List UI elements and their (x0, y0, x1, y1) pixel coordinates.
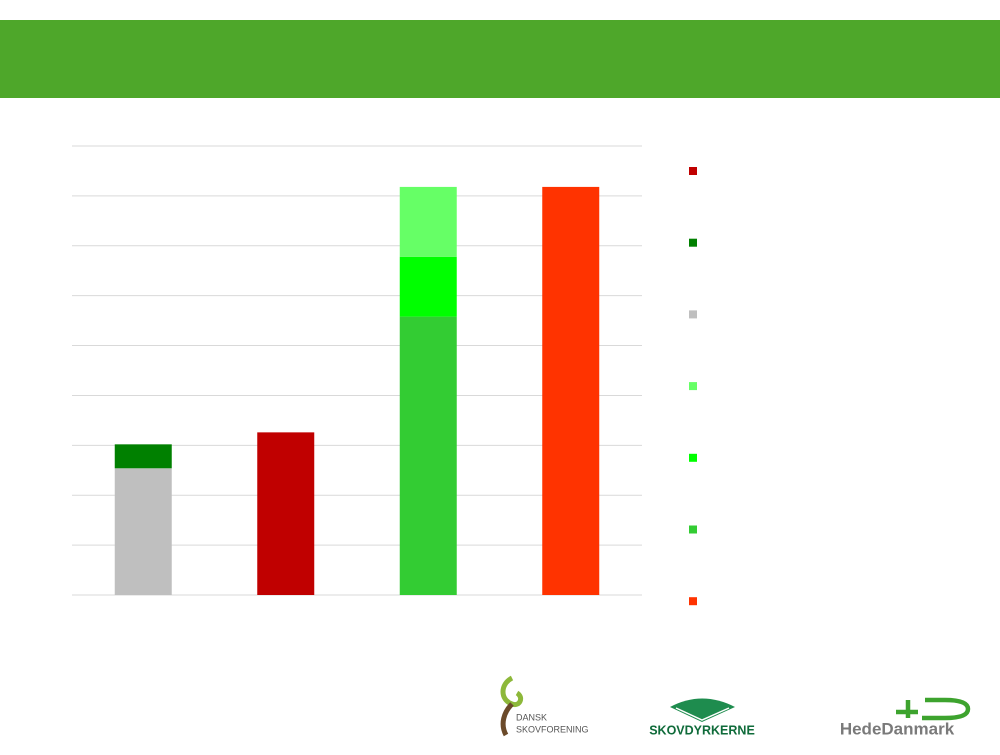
legend-swatch (689, 238, 697, 247)
bar-segment (542, 186, 600, 596)
bar-segment (399, 256, 457, 317)
bar-segment (257, 432, 315, 595)
legend-swatch (689, 310, 697, 319)
logo-text: DANSK (516, 712, 547, 722)
legend-swatch (689, 597, 697, 606)
bar-segment (114, 444, 172, 469)
logo-text: SKOVDYRKERNE (649, 723, 755, 737)
header-bar (0, 20, 1000, 98)
dansk-skovforening-logo: DANSK SKOVFORENING (500, 675, 589, 737)
bar-segment (399, 316, 457, 595)
hededanmark-logo: HedeDanmark (840, 697, 971, 738)
legend-swatch (689, 525, 697, 534)
bar-segment (399, 186, 457, 257)
logo-text: HedeDanmark (840, 719, 955, 738)
bar-segment (114, 468, 172, 595)
logo-text: SKOVFORENING (516, 724, 589, 734)
plot (72, 145, 697, 606)
legend-swatch (689, 382, 697, 391)
skovdyrkerne-logo: SKOVDYRKERNE (649, 698, 755, 737)
legend-swatch (689, 453, 697, 462)
legend-swatch (689, 167, 697, 175)
